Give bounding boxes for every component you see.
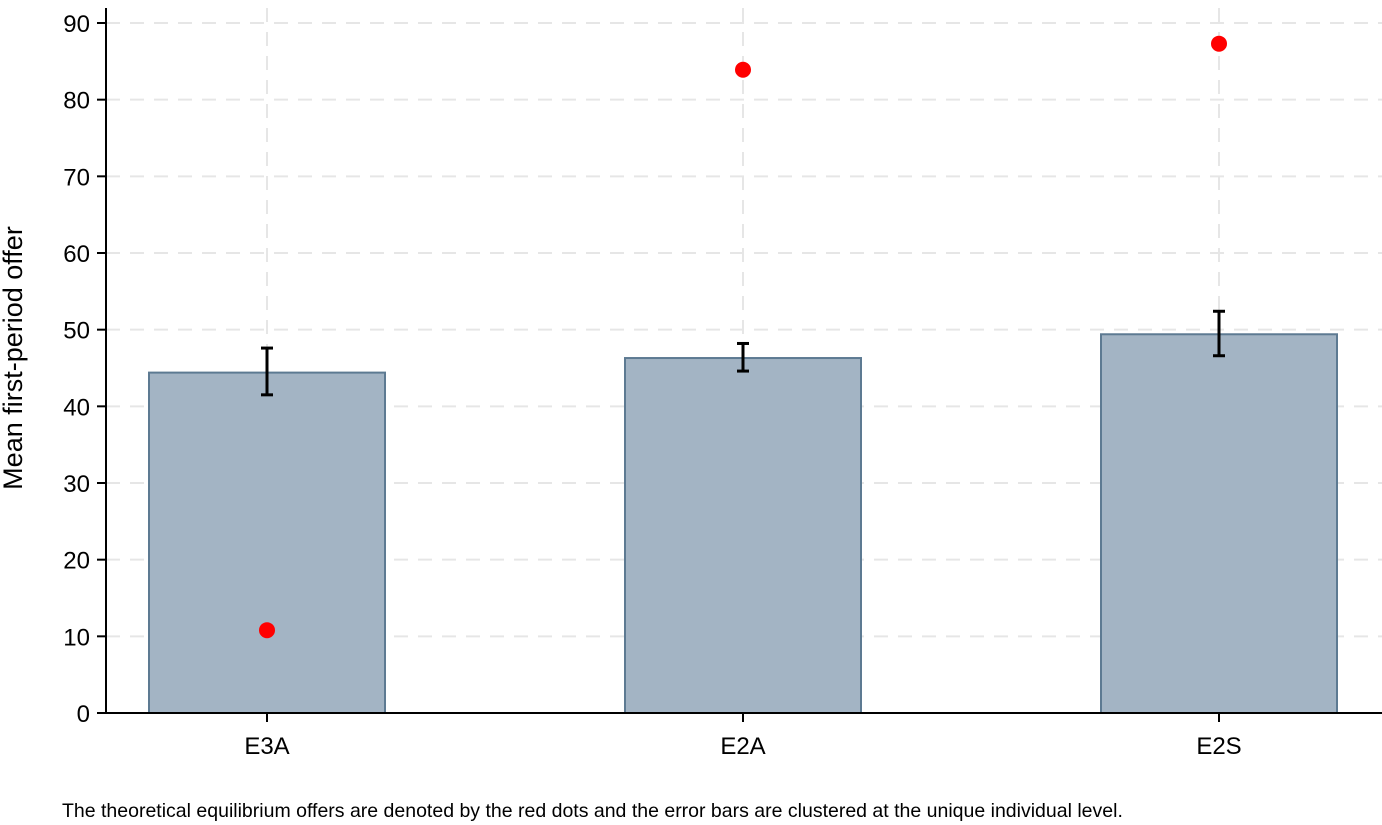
x-tick-label: E2A	[720, 733, 765, 760]
equilibrium-dot-e3a	[259, 622, 275, 639]
y-tick-label: 0	[77, 701, 90, 728]
y-tick-label: 40	[63, 394, 90, 421]
y-tick-label: 90	[63, 11, 90, 38]
y-tick-label: 20	[63, 548, 90, 575]
equilibrium-dots	[259, 35, 1227, 639]
equilibrium-dot-e2a	[735, 61, 751, 78]
y-tick-label: 80	[63, 88, 90, 115]
error-bar-e3a	[261, 346, 273, 397]
bar-e2s	[1100, 333, 1338, 714]
error-bar-e2s	[1213, 309, 1225, 358]
y-tick-label: 10	[63, 624, 90, 651]
axes: 0 10 20 30 40 50 60 70 80 90 E3A E2A E2S	[63, 8, 1382, 760]
bars	[148, 333, 1338, 714]
x-tick-label: E3A	[244, 733, 289, 760]
y-tick-label: 70	[63, 164, 90, 191]
equilibrium-dot-e2s	[1211, 35, 1227, 52]
y-axis-title: Mean first-period offer	[0, 226, 28, 490]
bar-e2a	[624, 357, 862, 714]
error-bars	[261, 309, 1225, 397]
bar-e3a	[148, 371, 386, 714]
x-tick-label: E2S	[1196, 733, 1241, 760]
y-tick-label: 30	[63, 471, 90, 498]
error-bar-e2a	[737, 341, 749, 373]
y-tick-label: 60	[63, 241, 90, 268]
chart-note: The theoretical equilibrium offers are d…	[62, 800, 1123, 822]
y-tick-label: 50	[63, 318, 90, 345]
